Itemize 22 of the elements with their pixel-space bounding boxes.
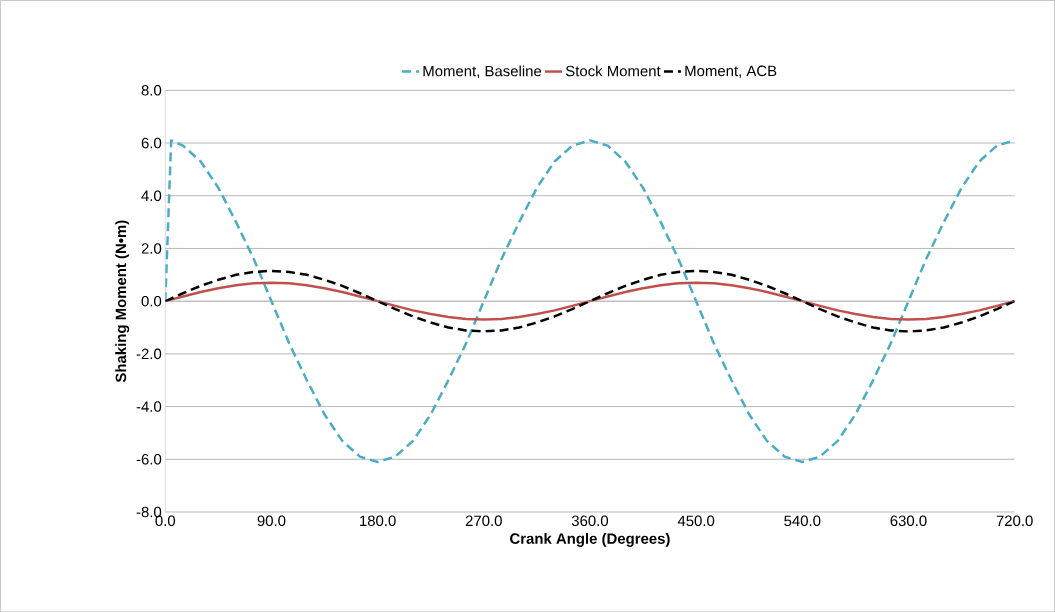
y-tick-label: -4.0 bbox=[136, 401, 162, 412]
y-axis-title: Shaking Moment (N•m) bbox=[115, 220, 130, 382]
x-axis-title: Crank Angle (Degrees) bbox=[510, 532, 670, 547]
x-tick-label: 540.0 bbox=[784, 515, 821, 526]
x-tick-label: 720.0 bbox=[996, 515, 1033, 526]
y-tick-label: 8.0 bbox=[141, 84, 162, 96]
y-tick-label: 6.0 bbox=[141, 137, 162, 149]
legend-label: Moment, ACB bbox=[685, 65, 777, 78]
x-tick-label: 90.0 bbox=[257, 515, 286, 526]
line-series bbox=[165, 269, 1015, 333]
x-tick-label: 630.0 bbox=[890, 515, 927, 526]
y-tick-label: 0.0 bbox=[141, 295, 162, 307]
x-tick-label: 180.0 bbox=[360, 515, 396, 526]
x-tick-label: 450.0 bbox=[677, 515, 715, 526]
legend-label: Moment, Baseline bbox=[423, 65, 542, 78]
legend-label: Stock Moment bbox=[565, 65, 661, 77]
x-tick-label: 270.0 bbox=[465, 515, 502, 526]
y-tick-label: -6.0 bbox=[136, 453, 162, 465]
x-tick-label: 360.0 bbox=[571, 515, 609, 526]
y-tick-label: -2.0 bbox=[136, 348, 162, 359]
y-tick-label: 2.0 bbox=[141, 243, 162, 254]
y-tick-label: 4.0 bbox=[141, 190, 162, 201]
